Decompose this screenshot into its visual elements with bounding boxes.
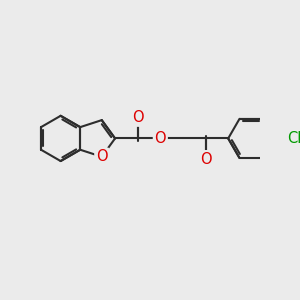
Text: O: O <box>96 149 108 164</box>
Text: Cl: Cl <box>287 131 300 146</box>
Text: O: O <box>132 110 143 125</box>
Text: O: O <box>200 152 212 167</box>
Text: O: O <box>154 131 166 146</box>
